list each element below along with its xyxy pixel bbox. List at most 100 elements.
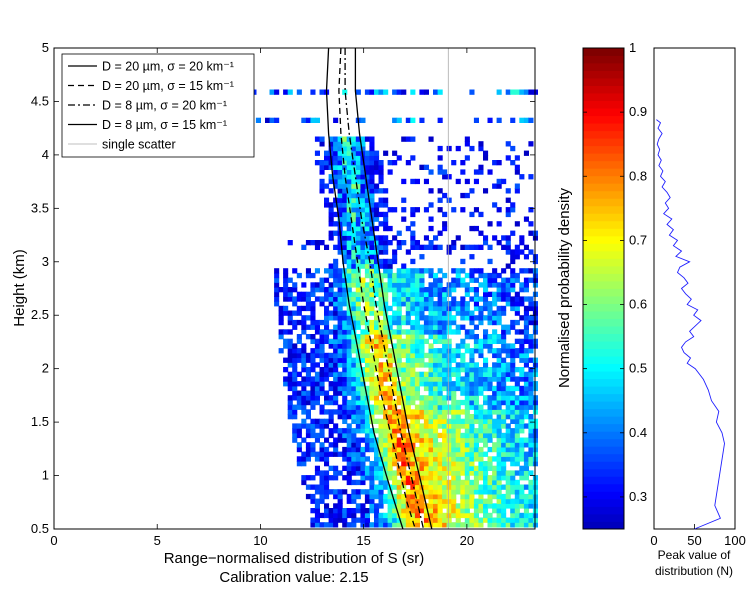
heatmap-cell xyxy=(324,310,330,316)
heatmap-cell xyxy=(496,395,502,401)
heatmap-cell xyxy=(528,428,534,434)
heatmap-cell xyxy=(523,310,529,316)
heatmap-cell xyxy=(405,310,411,316)
heatmap-cell xyxy=(401,89,407,95)
heatmap-cell xyxy=(433,484,439,490)
heatmap-cell xyxy=(383,272,389,279)
heatmap-cell xyxy=(360,169,366,175)
heatmap-cell xyxy=(319,371,325,377)
heatmap-cell xyxy=(483,296,489,302)
heatmap-cell xyxy=(496,282,502,288)
heatmap-cell xyxy=(337,291,343,297)
heatmap-cell xyxy=(301,352,307,359)
heatmap-cell xyxy=(355,136,361,142)
heatmap-cell xyxy=(469,437,475,443)
heatmap-cell xyxy=(423,404,429,410)
heatmap-cell xyxy=(364,465,370,471)
heatmap-cell xyxy=(333,272,339,279)
heatmap-cell xyxy=(464,315,470,321)
heatmap-cell xyxy=(423,423,429,429)
heatmap-cell xyxy=(528,89,534,95)
heatmap-cell xyxy=(433,334,439,340)
heatmap-cell xyxy=(405,117,411,123)
heatmap-cell xyxy=(410,493,416,500)
heatmap-cell xyxy=(464,367,470,373)
heatmap-cell xyxy=(324,512,330,519)
heatmap-cell xyxy=(292,432,298,439)
heatmap-cell xyxy=(442,432,448,439)
heatmap-cell xyxy=(451,475,457,481)
heatmap-cell xyxy=(446,395,452,401)
heatmap-cell xyxy=(319,489,325,495)
heatmap-cell xyxy=(451,348,457,354)
colorbar-band xyxy=(583,506,624,515)
heatmap-cell xyxy=(514,296,520,302)
colorbar-band xyxy=(583,213,624,222)
heatmap-cell xyxy=(360,145,366,152)
heatmap-cell xyxy=(374,343,380,349)
heatmap-cell xyxy=(410,155,416,161)
heatmap-cell xyxy=(528,522,534,528)
heatmap-cell xyxy=(296,432,302,439)
heatmap-cell xyxy=(401,268,407,274)
heatmap-cell xyxy=(469,211,475,218)
heatmap-cell xyxy=(505,296,511,302)
heatmap-cell xyxy=(369,376,375,382)
heatmap-cell xyxy=(301,418,307,424)
heatmap-cell xyxy=(324,244,330,250)
heatmap-cell xyxy=(360,465,366,471)
heatmap-cell xyxy=(442,221,448,227)
heatmap-cell xyxy=(469,287,475,293)
heatmap-cell xyxy=(387,414,393,420)
heatmap-cell xyxy=(437,244,443,250)
heatmap-cell xyxy=(355,282,361,288)
heatmap-cell xyxy=(337,348,343,354)
heatmap-cell xyxy=(314,240,320,246)
heatmap-cell xyxy=(492,470,498,476)
heatmap-cell xyxy=(496,414,502,420)
heatmap-cell xyxy=(505,207,511,213)
heatmap-cell xyxy=(437,319,443,326)
heatmap-cell xyxy=(374,348,380,354)
heatmap-cell xyxy=(383,484,389,490)
heatmap-cell xyxy=(360,338,366,344)
heatmap-cell xyxy=(528,319,534,326)
heatmap-cell xyxy=(301,399,307,406)
heatmap-cell xyxy=(355,319,361,326)
heatmap-cell xyxy=(351,141,357,147)
heatmap-cell xyxy=(387,277,393,283)
heatmap-cell xyxy=(437,503,443,509)
heatmap-cell xyxy=(324,376,330,382)
heatmap-cell xyxy=(405,508,411,514)
x-tick-label: 0 xyxy=(50,533,57,548)
heatmap-cell xyxy=(442,456,448,462)
heatmap-cell xyxy=(428,376,434,382)
heatmap-cell xyxy=(346,235,352,241)
heatmap-cell xyxy=(483,272,489,279)
heatmap-cell xyxy=(405,287,411,293)
heatmap-cell xyxy=(387,225,393,232)
heatmap-cell xyxy=(328,235,334,241)
heatmap-cell xyxy=(492,315,498,321)
heatmap-cell xyxy=(496,291,502,297)
heatmap-cell xyxy=(446,508,452,514)
heatmap-cell xyxy=(469,484,475,490)
heatmap-cell xyxy=(314,160,320,166)
heatmap-cell xyxy=(419,442,425,448)
heatmap-cell xyxy=(433,517,439,523)
heatmap-cell xyxy=(446,291,452,297)
heatmap-cell xyxy=(396,89,402,95)
heatmap-cell xyxy=(528,423,534,429)
heatmap-cell xyxy=(328,216,334,222)
heatmap-cell xyxy=(510,207,516,213)
heatmap-cell xyxy=(328,230,334,236)
heatmap-cell xyxy=(510,282,516,288)
heatmap-cell xyxy=(460,432,466,439)
heatmap-cell xyxy=(433,310,439,316)
heatmap-cell xyxy=(374,319,380,326)
heatmap-cell xyxy=(455,343,461,349)
heatmap-cell xyxy=(396,409,402,415)
heatmap-cell xyxy=(396,489,402,495)
heatmap-cell xyxy=(519,174,525,180)
heatmap-cell xyxy=(346,164,352,170)
